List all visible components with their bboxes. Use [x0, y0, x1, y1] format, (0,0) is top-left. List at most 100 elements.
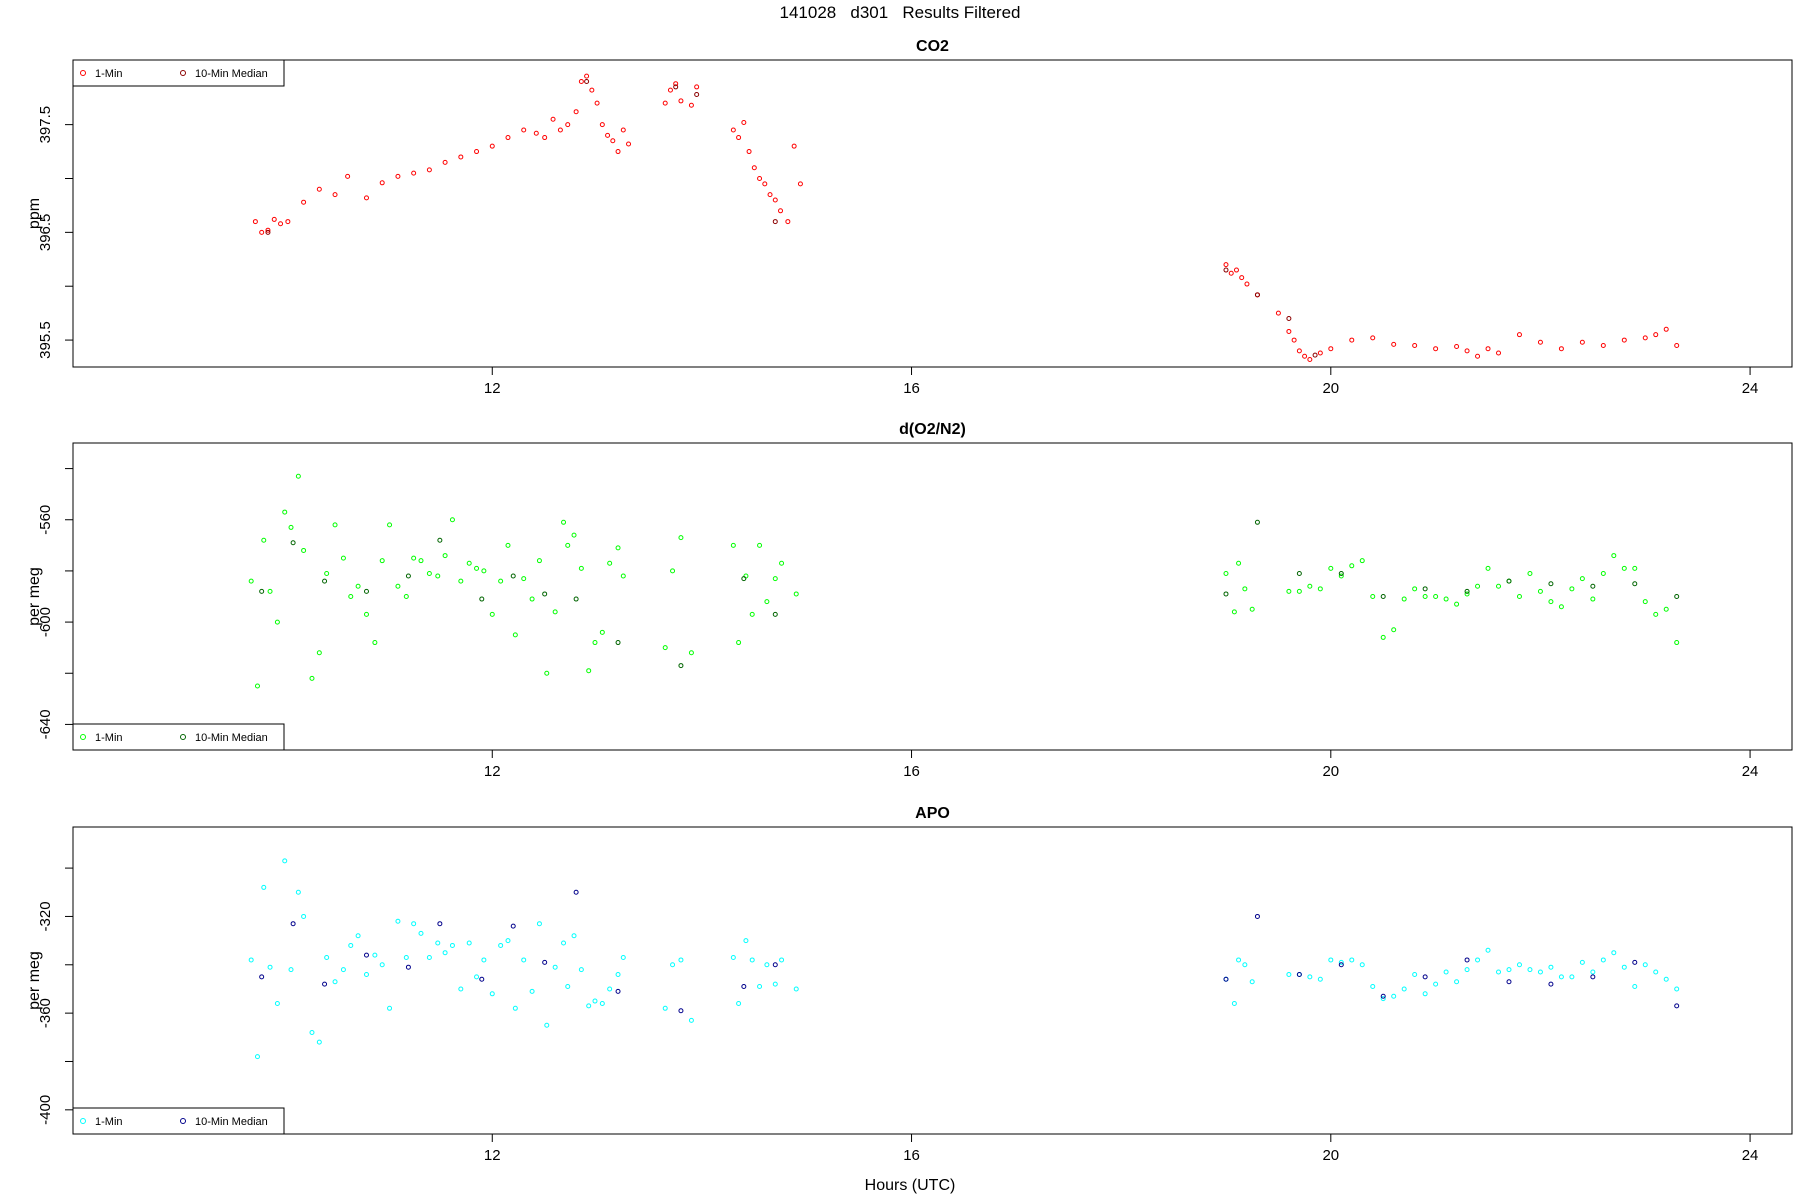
- data-point: [426, 570, 432, 576]
- data-point: [340, 555, 346, 561]
- data-point: [1464, 588, 1470, 594]
- data-point: [1312, 352, 1318, 358]
- data-point: [1286, 971, 1292, 977]
- data-point: [481, 957, 487, 963]
- data-point: [1349, 337, 1355, 343]
- data-point: [767, 192, 773, 198]
- series-ten-min-median: [259, 889, 1680, 1014]
- data-point: [322, 578, 328, 584]
- data-point: [372, 952, 378, 958]
- data-point: [426, 167, 432, 173]
- data-point: [379, 962, 385, 968]
- data-point: [791, 143, 797, 149]
- x-tick-label: 12: [484, 1147, 501, 1164]
- y-tick-label: 396.5: [37, 214, 54, 252]
- data-point: [1380, 634, 1386, 640]
- data-point: [512, 1005, 518, 1011]
- data-point: [678, 535, 684, 541]
- data-point: [1254, 519, 1260, 525]
- data-point: [1600, 342, 1606, 348]
- data-point: [1422, 974, 1428, 980]
- data-point: [505, 135, 511, 141]
- data-point: [586, 1003, 592, 1009]
- legend-marker: [80, 1118, 86, 1124]
- data-point: [592, 998, 598, 1004]
- data-point: [1558, 974, 1564, 980]
- data-point: [741, 984, 747, 990]
- legend: 1-Min 10-Min Median: [72, 59, 285, 87]
- data-point: [1422, 586, 1428, 592]
- data-point: [449, 942, 455, 948]
- data-point: [267, 588, 273, 594]
- data-point: [615, 149, 621, 155]
- data-point: [295, 889, 301, 895]
- data-point: [620, 955, 626, 961]
- data-point: [1548, 599, 1554, 605]
- data-point: [620, 573, 626, 579]
- data-point: [678, 663, 684, 669]
- data-point: [736, 640, 742, 646]
- data-point: [265, 229, 271, 235]
- data-point: [363, 971, 369, 977]
- y-tick-label: -320: [37, 901, 54, 931]
- data-point: [741, 119, 747, 125]
- data-point: [552, 609, 558, 615]
- data-point: [620, 127, 626, 133]
- data-point: [785, 219, 791, 225]
- data-point: [1579, 339, 1585, 345]
- data-point: [1506, 967, 1512, 973]
- data-point: [1590, 969, 1596, 975]
- data-point: [1391, 993, 1397, 999]
- data-point: [435, 573, 441, 579]
- data-point: [542, 135, 548, 141]
- data-point: [615, 545, 621, 551]
- legend-marker: [80, 734, 86, 740]
- legend-label: 10-Min Median: [195, 68, 268, 80]
- data-point: [1590, 974, 1596, 980]
- data-point: [498, 578, 504, 584]
- data-point: [1516, 594, 1522, 599]
- data-point: [1590, 596, 1596, 602]
- x-tick-label: 16: [903, 763, 920, 780]
- data-point: [403, 955, 409, 961]
- data-point: [1380, 993, 1386, 999]
- data-point: [379, 558, 385, 564]
- y-tick-label: 395.5: [37, 321, 54, 359]
- data-point: [1328, 346, 1334, 352]
- data-point: [1433, 981, 1439, 987]
- data-point: [571, 532, 577, 538]
- data-point: [1296, 348, 1302, 354]
- data-point: [584, 73, 590, 79]
- data-point: [1674, 342, 1680, 348]
- data-point: [793, 986, 799, 992]
- data-point: [1485, 565, 1491, 571]
- data-point: [259, 229, 265, 235]
- data-point: [1485, 346, 1491, 352]
- data-point: [557, 127, 563, 133]
- data-point: [332, 979, 338, 985]
- data-point: [1443, 969, 1449, 975]
- data-point: [694, 84, 700, 90]
- plot-panel-1: CO2 12 16 20 24 395.5 396.5 397.5 ppm 1-Min 10-Min…: [26, 38, 1793, 397]
- y-tick-label: 397.5: [37, 106, 54, 144]
- data-point: [1236, 957, 1242, 963]
- data-point: [730, 542, 736, 548]
- data-point: [1569, 974, 1575, 980]
- data-point: [1286, 316, 1292, 322]
- data-point: [1653, 611, 1659, 617]
- data-point: [1642, 599, 1648, 605]
- data-point: [571, 933, 577, 939]
- data-point: [1537, 339, 1543, 345]
- data-point: [605, 132, 611, 138]
- data-point: [1349, 957, 1355, 963]
- data-point: [248, 957, 254, 963]
- data-point: [1674, 640, 1680, 646]
- data-point: [561, 940, 567, 946]
- data-point: [309, 675, 315, 681]
- data-point: [757, 175, 763, 181]
- data-point: [1380, 594, 1386, 599]
- data-point: [678, 957, 684, 963]
- data-point: [762, 181, 768, 187]
- data-point: [610, 138, 616, 144]
